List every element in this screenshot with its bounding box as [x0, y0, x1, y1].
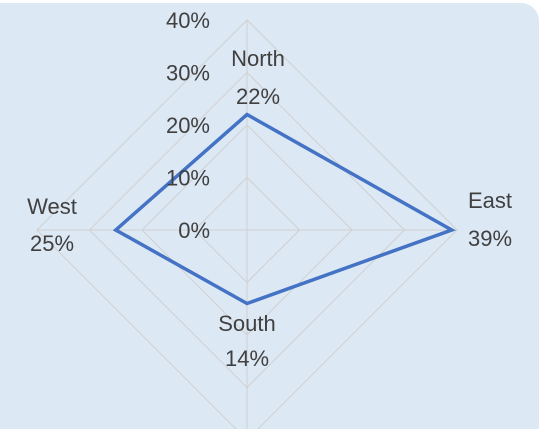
value-label: 25%: [30, 231, 74, 256]
chart-background: [0, 3, 539, 429]
r-tick-label: 40%: [166, 8, 210, 33]
category-label: North: [231, 46, 285, 71]
r-tick-label: 10%: [166, 165, 210, 190]
category-label: West: [27, 194, 77, 219]
value-label: 14%: [225, 346, 269, 371]
grid-ring: [36, 19, 458, 429]
r-tick-label: 0%: [178, 218, 210, 243]
category-label: South: [218, 311, 276, 336]
category-label: East: [468, 188, 512, 213]
series-line: [112, 112, 456, 306]
r-tick-label: 30%: [166, 60, 210, 85]
value-label: 39%: [468, 226, 512, 251]
value-label: 22%: [236, 84, 280, 109]
r-tick-label: 20%: [166, 113, 210, 138]
